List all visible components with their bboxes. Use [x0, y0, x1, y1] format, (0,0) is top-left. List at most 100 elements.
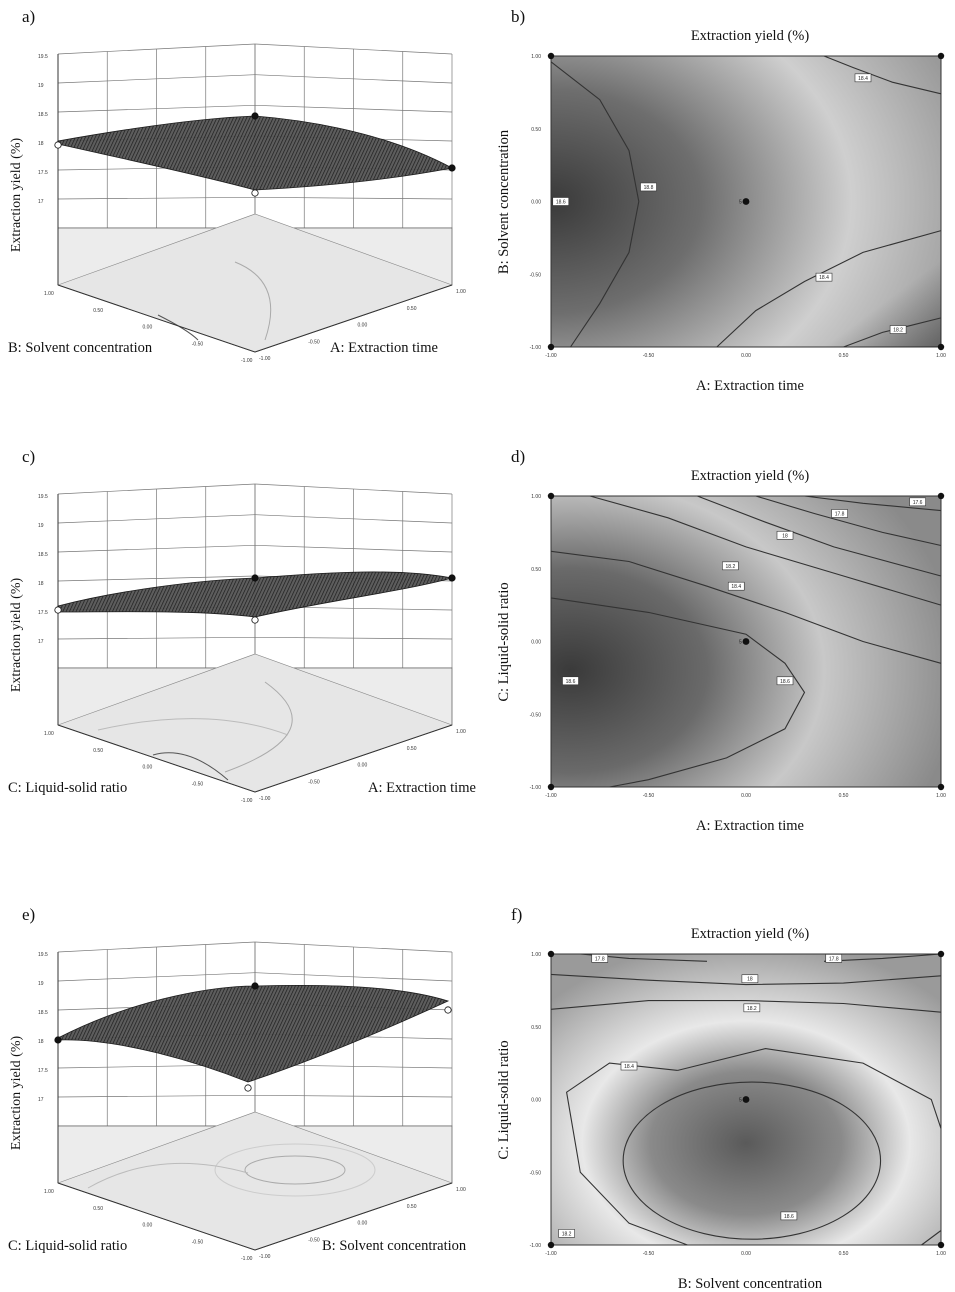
x-tick-label: 0.50	[839, 353, 849, 359]
y-axis-label: A: Extraction time	[330, 340, 438, 356]
panel-label: c)	[22, 447, 35, 466]
floor-tick-label: 1.00	[456, 729, 466, 735]
contour-line	[697, 495, 942, 577]
center-point	[742, 638, 750, 645]
contour-label: 18.2	[893, 328, 903, 334]
contour-panel-1	[547, 492, 945, 791]
z-tick-label: 18	[38, 581, 44, 587]
y-tick-label: 1.00	[531, 494, 541, 500]
y-tick-label: -0.50	[530, 272, 542, 278]
z-tick-label: 19.5	[38, 494, 48, 500]
floor-tick-label: 0.50	[407, 746, 417, 752]
contour-label: 17.8	[835, 511, 845, 517]
y-tick-label: -0.50	[530, 1170, 542, 1176]
y-axis-label: B: Solvent concentration	[496, 129, 512, 274]
contour-line	[755, 495, 942, 547]
panel-label: d)	[511, 447, 525, 466]
design-point	[244, 1084, 252, 1092]
z-tick-label: 19.5	[38, 54, 48, 60]
center-point-label: 5	[739, 1098, 742, 1104]
floor-tick-label: 0.00	[143, 325, 153, 331]
z-tick-label: 18	[38, 141, 44, 147]
contour-label-box	[776, 676, 794, 686]
response-surface	[57, 984, 450, 1083]
contour-line	[589, 495, 942, 606]
y-tick-label: 0.00	[531, 640, 541, 646]
contour-line	[550, 597, 806, 788]
design-point	[251, 574, 259, 582]
x-tick-label: 0.00	[741, 1251, 751, 1257]
floor-tick-label: -0.50	[308, 339, 320, 345]
floor-tick-label: -0.50	[192, 1239, 204, 1245]
design-point	[251, 112, 259, 120]
contour-label: 18.4	[858, 76, 868, 82]
axis-edge	[254, 284, 453, 353]
x-tick-label: 1.00	[936, 1251, 946, 1257]
floor-tick-label: -0.50	[308, 1237, 320, 1243]
contour-label: 18.8	[644, 185, 654, 191]
contour-label-box	[562, 676, 579, 686]
panel-label: b)	[511, 7, 525, 26]
z-tick-label: 18.5	[38, 112, 48, 118]
contour-label: 18.6	[784, 1214, 794, 1220]
response-surface	[57, 115, 454, 191]
floor-tick-label: -0.50	[192, 781, 204, 787]
surface-panel-1	[54, 483, 456, 793]
y-tick-label: 0.50	[531, 567, 541, 573]
corner-point	[547, 343, 555, 351]
center-point-label: 5	[739, 200, 742, 206]
contour-label-box	[776, 530, 794, 540]
panel-label: a)	[22, 7, 35, 26]
design-point	[251, 982, 259, 990]
z-tick-label: 18.5	[38, 1010, 48, 1016]
x-tick-label: 0.50	[839, 1251, 849, 1257]
center-point	[742, 1096, 750, 1103]
corner-point	[937, 783, 945, 791]
z-tick-label: 17	[38, 199, 44, 205]
floor-tick-label: -1.00	[259, 356, 271, 362]
x-tick-label: 1.00	[936, 353, 946, 359]
x-tick-label: -1.00	[545, 1251, 557, 1257]
floor-tick-label: 0.50	[93, 748, 103, 754]
axis-edge	[57, 1182, 256, 1251]
z-tick-label: 17	[38, 1097, 44, 1103]
floor-tick-label: 0.00	[143, 1223, 153, 1229]
surface-panel-0	[54, 43, 456, 353]
x-tick-label: 1.00	[936, 793, 946, 799]
corner-point	[937, 343, 945, 351]
design-point	[448, 574, 456, 582]
z-tick-label: 19	[38, 83, 44, 89]
surface-panel-2	[54, 941, 453, 1251]
contour-label: 18.4	[624, 1064, 634, 1070]
floor-tick-label: 0.00	[358, 323, 368, 329]
z-tick-label: 17.5	[38, 170, 48, 176]
corner-point	[937, 52, 945, 60]
contour-label-box	[815, 272, 833, 282]
y-tick-label: 0.50	[531, 127, 541, 133]
contour-label: 18.6	[566, 679, 576, 685]
z-tick-label: 18	[38, 1039, 44, 1045]
z-tick-label: 19	[38, 981, 44, 987]
contour-label-box	[552, 197, 570, 206]
panel-label: e)	[22, 905, 35, 924]
axis-edge	[57, 724, 256, 793]
floor-tick-label: -1.00	[241, 1256, 253, 1262]
contour-line	[550, 1000, 942, 1013]
floor-tick-label: 1.00	[44, 1189, 54, 1195]
contour-label: 18.2	[726, 564, 736, 570]
floor-tick-label: -1.00	[259, 796, 271, 802]
floor-contour	[157, 314, 199, 341]
contour-label: 18	[747, 977, 753, 983]
contour-line	[550, 973, 942, 986]
y-tick-label: 1.00	[531, 54, 541, 60]
contour-panel-2	[547, 950, 945, 1249]
contour-label-box	[640, 182, 657, 192]
chart-title: Extraction yield (%)	[691, 28, 810, 44]
floor-tick-label: 0.00	[143, 765, 153, 771]
x-tick-label: 0.00	[741, 793, 751, 799]
floor-tick-label: 0.00	[358, 763, 368, 769]
chart-title: Extraction yield (%)	[691, 468, 810, 484]
x-axis-label: B: Solvent concentration	[8, 340, 153, 356]
contour-label-box	[889, 325, 907, 334]
